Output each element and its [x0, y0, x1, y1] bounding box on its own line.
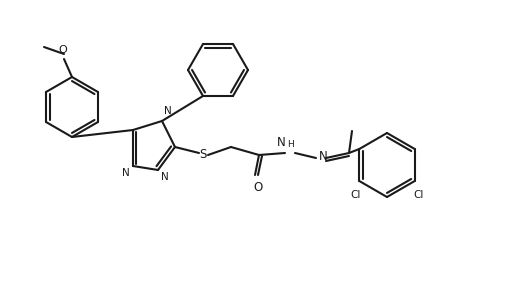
Text: N: N — [277, 136, 286, 149]
Text: S: S — [200, 149, 207, 161]
Text: Cl: Cl — [350, 190, 361, 200]
Text: Cl: Cl — [413, 190, 423, 200]
Text: N: N — [319, 150, 328, 163]
Text: O: O — [59, 45, 67, 55]
Text: O: O — [253, 181, 263, 194]
Text: N: N — [122, 168, 130, 178]
Text: N: N — [161, 172, 169, 182]
Text: N: N — [164, 106, 172, 116]
Text: H: H — [287, 140, 294, 149]
